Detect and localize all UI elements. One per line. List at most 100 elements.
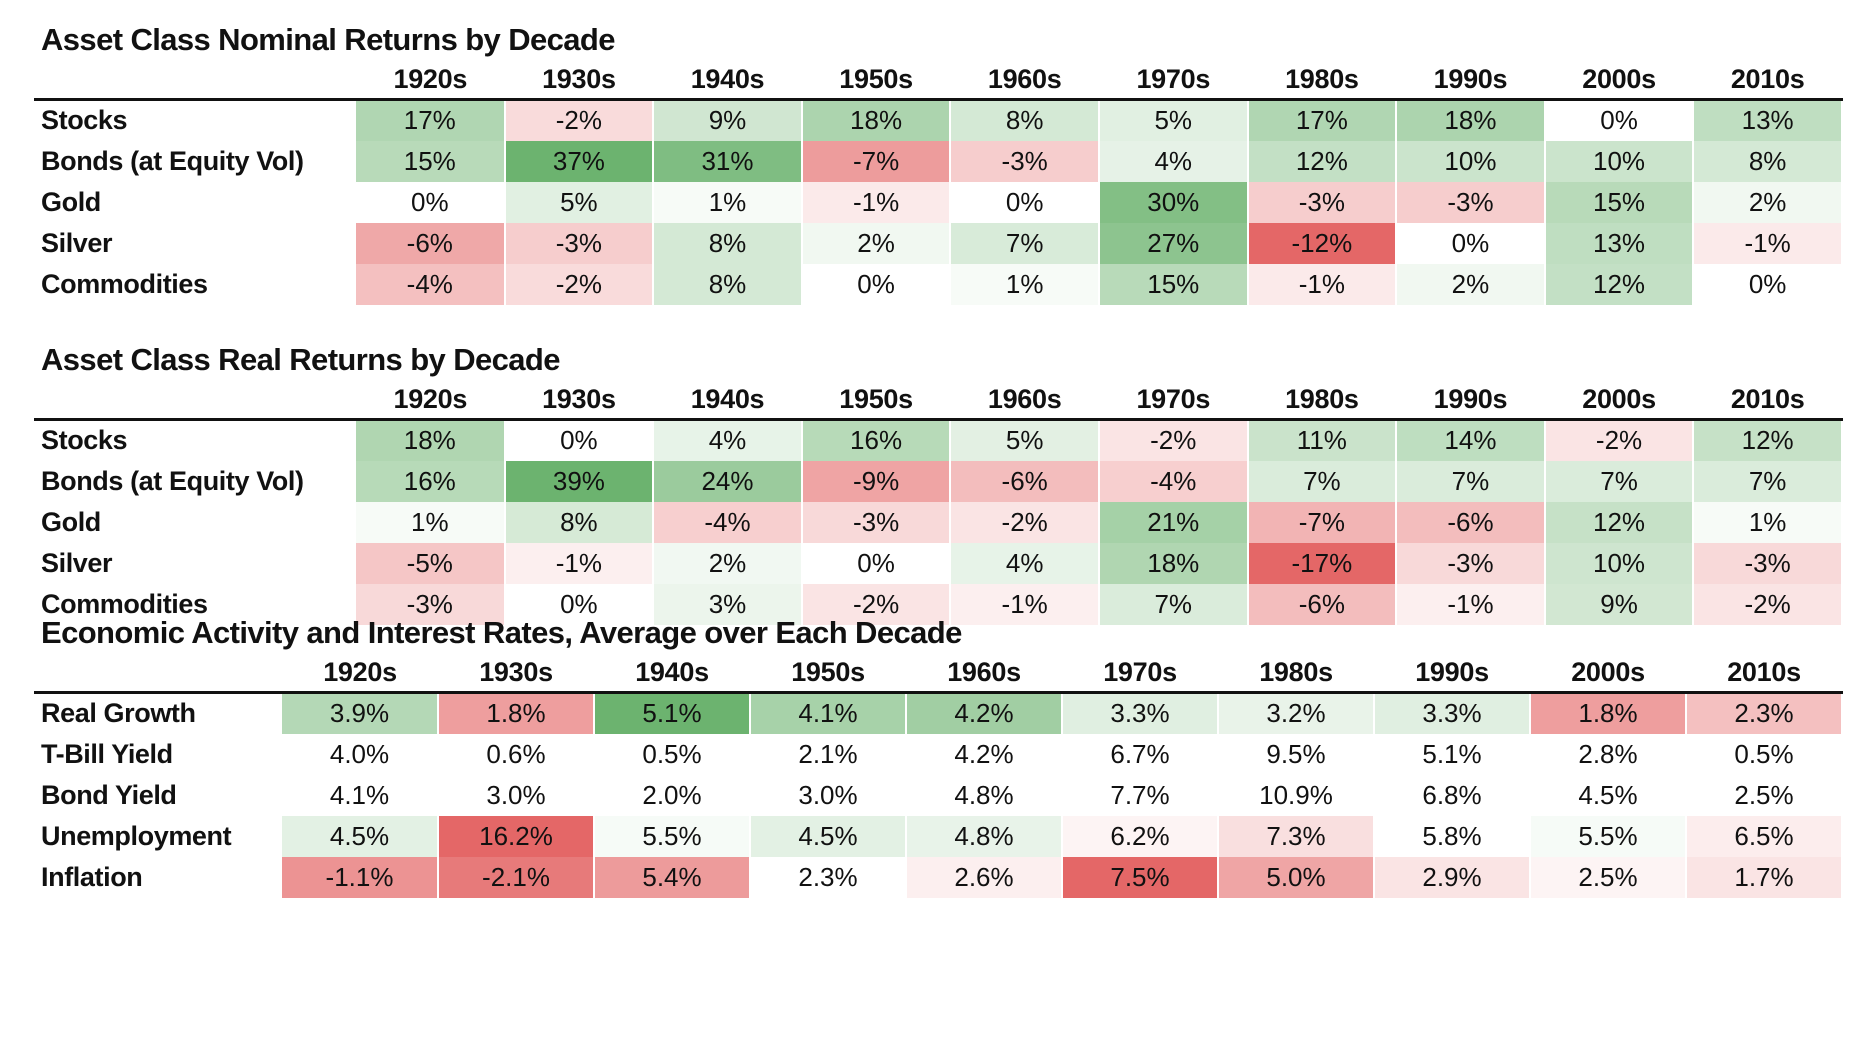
value-cell: 2.6%: [906, 856, 1063, 898]
table-row: Commodities -4% -2% 8% 0% 1% 15% -1% 2% 12% 0%: [34, 263, 1843, 305]
value-cell: -2%: [1544, 418, 1695, 461]
value-cell: 1.7%: [1686, 856, 1843, 898]
value-cell: 4%: [1098, 140, 1249, 182]
value-cell: -7%: [801, 140, 952, 182]
value-cell: 9%: [1544, 583, 1695, 625]
column-header-1990s: 1990s: [1396, 60, 1545, 101]
table-title: Asset Class Nominal Returns by Decade: [41, 22, 616, 57]
heatmap-table: 1920s 1930s 1940s 1950s 1960s 1970s 1980s 1990s…: [34, 60, 1843, 305]
value-cell: 18%: [1396, 98, 1546, 141]
value-cell: 15%: [1544, 181, 1695, 223]
value-cell: 27%: [1098, 222, 1249, 264]
value-cell: 0%: [1544, 98, 1695, 141]
value-cell: 0%: [504, 418, 655, 461]
value-cell: 2%: [1693, 181, 1843, 223]
value-cell: 5.1%: [1374, 733, 1531, 775]
column-header-1930s: 1930s: [504, 60, 654, 101]
value-cell: 0.5%: [1686, 733, 1843, 775]
value-cell: 6.2%: [1062, 815, 1219, 857]
table-row: Gold 1% 8% -4% -3% -2% 21% -7% -6% 12% 1%: [34, 501, 1843, 543]
value-cell: 12%: [1544, 263, 1695, 305]
value-cell: 31%: [653, 140, 803, 182]
value-cell: -3%: [1396, 181, 1546, 223]
value-cell: -3%: [801, 501, 952, 543]
value-cell: 2.5%: [1530, 856, 1687, 898]
value-cell: 3.3%: [1374, 691, 1531, 734]
table-row: Bonds (at Equity Vol) 16% 39% 24% -9% -6% -4% 7…: [34, 460, 1843, 502]
value-cell: 8%: [653, 222, 803, 264]
header-row: 1920s 1930s 1940s 1950s 1960s 1970s 1980s 1990s…: [34, 380, 1842, 421]
value-cell: 7.3%: [1218, 815, 1375, 857]
value-cell: 7%: [1544, 460, 1695, 502]
row-label: Gold: [41, 506, 101, 537]
value-cell: 0%: [356, 181, 506, 223]
heatmap-table: 1920s 1930s 1940s 1950s 1960s 1970s 1980s 1990s…: [34, 380, 1843, 625]
value-cell: 14%: [1396, 418, 1546, 461]
column-header-2010s: 2010s: [1686, 653, 1842, 694]
value-cell: 9.5%: [1218, 733, 1375, 775]
value-cell: 3.2%: [1218, 691, 1375, 734]
table-row: Inflation -1.1% -2.1% 5.4% 2.3% 2.6% 7.5% 5.0% 2…: [34, 856, 1843, 898]
row-label: Real Growth: [34, 691, 282, 734]
value-cell: 6.7%: [1062, 733, 1219, 775]
value-cell: 13%: [1693, 98, 1843, 141]
value-cell: 2.3%: [1686, 691, 1843, 734]
value-cell: 0%: [801, 542, 952, 584]
value-cell: -1%: [1247, 263, 1398, 305]
value-cell: 4.1%: [750, 691, 907, 734]
column-header-1970s: 1970s: [1098, 380, 1248, 421]
value-cell: 5.8%: [1374, 815, 1531, 857]
value-cell: 2.3%: [750, 856, 907, 898]
column-header-1930s: 1930s: [504, 380, 654, 421]
column-header-1980s: 1980s: [1247, 380, 1397, 421]
value-cell: 18%: [801, 98, 952, 141]
value-cell: 2.0%: [594, 774, 751, 816]
value-cell: -6%: [950, 460, 1100, 502]
header-corner: [34, 60, 356, 101]
column-header-1970s: 1970s: [1062, 653, 1218, 694]
value-cell: -17%: [1247, 542, 1398, 584]
real-returns-table-block: Asset Class Real Returns by Decade 1920s…: [34, 340, 1843, 625]
table-row: Stocks 18% 0% 4% 16% 5% -2% 11% 14% -2% 12%: [34, 418, 1843, 461]
table-row: Silver -6% -3% 8% 2% 7% 27% -12% 0% 13% -1%: [34, 222, 1843, 264]
column-header-2010s: 2010s: [1693, 380, 1842, 421]
value-cell: 3%: [653, 583, 803, 625]
value-cell: 12%: [1693, 418, 1843, 461]
value-cell: 11%: [1247, 418, 1398, 461]
column-header-1970s: 1970s: [1098, 60, 1248, 101]
table-row: Silver -5% -1% 2% 0% 4% 18% -17% -3% 10% -3%: [34, 542, 1843, 584]
value-cell: 4.5%: [750, 815, 907, 857]
value-cell: 5.5%: [594, 815, 751, 857]
value-cell: -1%: [1396, 583, 1546, 625]
value-cell: 2%: [801, 222, 952, 264]
row-label: Unemployment: [41, 820, 232, 851]
value-cell: 4.8%: [906, 774, 1063, 816]
value-cell: 7%: [1098, 583, 1249, 625]
row-label: Commodities: [41, 268, 208, 299]
value-cell: 5.0%: [1218, 856, 1375, 898]
column-header-1950s: 1950s: [801, 380, 951, 421]
column-header-1960s: 1960s: [950, 60, 1099, 101]
row-label: T-Bill Yield: [41, 738, 173, 769]
column-header-2000s: 2000s: [1544, 380, 1694, 421]
value-cell: 8%: [504, 501, 655, 543]
value-cell: 1%: [950, 263, 1100, 305]
row-label: Commodities: [41, 588, 208, 619]
value-cell: -3%: [1396, 542, 1546, 584]
column-header-2010s: 2010s: [1693, 60, 1842, 101]
value-cell: 4.8%: [906, 815, 1063, 857]
value-cell: 7.5%: [1062, 856, 1219, 898]
value-cell: -1%: [950, 583, 1100, 625]
value-cell: 16%: [801, 418, 952, 461]
table-row: Bond Yield 4.1% 3.0% 2.0% 3.0% 4.8% 7.7% 10.9% 6…: [34, 774, 1843, 816]
table-row: Real Growth 3.9% 1.8% 5.1% 4.1% 4.2% 3.3% 3.2% 3…: [34, 691, 1843, 734]
value-cell: -3%: [1693, 542, 1843, 584]
value-cell: -6%: [356, 222, 506, 264]
table-title: Asset Class Real Returns by Decade: [41, 342, 561, 377]
value-cell: 7%: [1693, 460, 1843, 502]
row-label: Bond Yield: [41, 779, 177, 810]
value-cell: 2%: [1396, 263, 1546, 305]
value-cell: 4%: [950, 542, 1100, 584]
value-cell: 10%: [1544, 140, 1695, 182]
value-cell: 3.3%: [1062, 691, 1219, 734]
